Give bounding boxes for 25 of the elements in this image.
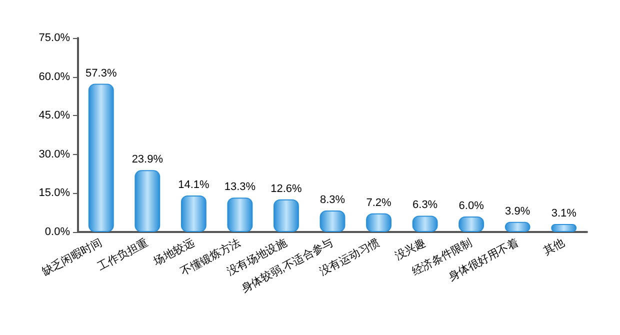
y-tick-label: 75.0% — [38, 32, 70, 44]
y-tick-label: 45.0% — [38, 110, 70, 122]
data-label: 6.3% — [412, 199, 438, 212]
bar — [227, 198, 253, 232]
x-tick-label: 其他 — [541, 236, 567, 258]
data-label: 13.3% — [224, 181, 256, 194]
data-label: 14.1% — [178, 179, 210, 192]
data-label: 8.3% — [320, 194, 346, 206]
bar — [274, 199, 299, 232]
data-label: 57.3% — [86, 67, 117, 80]
bar — [551, 224, 577, 232]
y-tick-label: 60.0% — [38, 70, 70, 83]
bar — [88, 84, 114, 232]
bar — [180, 196, 206, 232]
bar — [134, 170, 160, 232]
data-label: 6.0% — [458, 200, 484, 212]
data-label: 23.9% — [132, 154, 164, 166]
data-label: 3.9% — [505, 205, 530, 218]
y-tick-label: 0.0% — [44, 226, 70, 238]
y-tick-label: 15.0% — [38, 187, 70, 200]
data-label: 3.1% — [551, 207, 577, 220]
data-label: 7.2% — [366, 196, 392, 209]
bar — [320, 210, 346, 232]
y-tick-label: 30.0% — [38, 148, 70, 160]
data-label: 12.6% — [270, 182, 302, 195]
